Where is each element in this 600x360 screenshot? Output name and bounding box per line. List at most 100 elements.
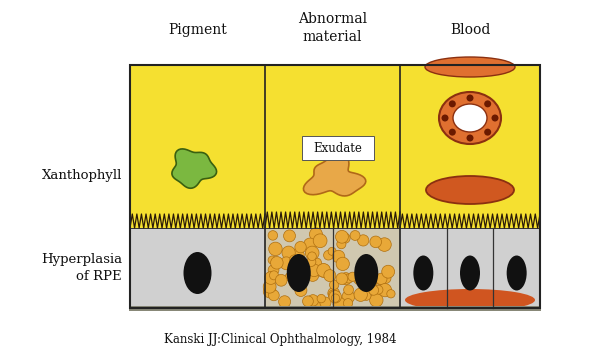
Circle shape <box>292 276 301 286</box>
Circle shape <box>368 285 379 295</box>
Circle shape <box>320 297 331 308</box>
Circle shape <box>324 270 336 282</box>
Circle shape <box>340 273 352 285</box>
Circle shape <box>280 257 293 270</box>
Circle shape <box>269 271 278 280</box>
Circle shape <box>317 264 330 277</box>
Circle shape <box>271 257 283 269</box>
Circle shape <box>358 235 369 246</box>
Polygon shape <box>304 154 366 196</box>
Circle shape <box>449 129 456 136</box>
Circle shape <box>331 294 340 302</box>
Circle shape <box>387 290 395 298</box>
Bar <box>130 228 265 308</box>
Circle shape <box>307 269 319 282</box>
Circle shape <box>275 274 287 286</box>
Ellipse shape <box>413 256 433 291</box>
Circle shape <box>282 246 295 259</box>
Circle shape <box>491 114 499 122</box>
Circle shape <box>374 285 383 294</box>
Circle shape <box>350 230 360 240</box>
Circle shape <box>337 240 346 249</box>
Circle shape <box>380 273 391 284</box>
Circle shape <box>328 290 338 300</box>
Circle shape <box>290 255 299 264</box>
Circle shape <box>484 100 491 107</box>
Circle shape <box>307 294 319 306</box>
Circle shape <box>376 276 385 285</box>
Text: Abnormal
material: Abnormal material <box>298 12 367 44</box>
Text: Blood: Blood <box>450 23 490 37</box>
Circle shape <box>289 278 298 287</box>
Circle shape <box>268 231 278 240</box>
Circle shape <box>335 230 349 243</box>
Text: Hyperplasia
of RPE: Hyperplasia of RPE <box>41 253 122 283</box>
Circle shape <box>265 271 277 284</box>
Circle shape <box>333 297 346 310</box>
Circle shape <box>353 271 367 285</box>
Circle shape <box>268 256 276 264</box>
Circle shape <box>442 114 449 122</box>
Text: Kanski JJ:Clinical Ophthalmology, 1984: Kanski JJ:Clinical Ophthalmology, 1984 <box>164 333 396 346</box>
Circle shape <box>312 258 322 267</box>
Circle shape <box>467 94 473 102</box>
Circle shape <box>308 264 320 276</box>
Circle shape <box>295 284 307 296</box>
FancyBboxPatch shape <box>302 136 373 160</box>
Circle shape <box>268 290 279 301</box>
Ellipse shape <box>506 256 527 291</box>
Circle shape <box>344 274 353 283</box>
Circle shape <box>263 280 276 293</box>
Circle shape <box>285 273 293 281</box>
Circle shape <box>336 257 349 270</box>
Circle shape <box>368 281 377 289</box>
Ellipse shape <box>453 104 487 132</box>
Circle shape <box>484 129 491 136</box>
Circle shape <box>317 294 325 303</box>
Circle shape <box>362 291 371 300</box>
Circle shape <box>263 285 276 298</box>
Circle shape <box>289 267 303 280</box>
Circle shape <box>328 287 340 299</box>
Bar <box>130 65 540 308</box>
Circle shape <box>291 248 304 262</box>
Circle shape <box>344 285 353 295</box>
Text: Exudate: Exudate <box>313 141 362 154</box>
Circle shape <box>348 272 357 281</box>
Circle shape <box>317 264 331 277</box>
Circle shape <box>467 135 473 141</box>
Circle shape <box>329 291 341 303</box>
Circle shape <box>382 265 395 278</box>
Polygon shape <box>172 149 217 188</box>
Circle shape <box>268 265 279 275</box>
Circle shape <box>336 273 347 284</box>
Ellipse shape <box>460 256 480 291</box>
Bar <box>265 228 400 308</box>
Circle shape <box>343 298 353 308</box>
Circle shape <box>340 233 350 243</box>
Ellipse shape <box>287 254 311 292</box>
Ellipse shape <box>439 92 501 144</box>
Circle shape <box>354 288 367 301</box>
Circle shape <box>304 238 316 251</box>
Circle shape <box>313 234 327 248</box>
Ellipse shape <box>426 176 514 204</box>
Circle shape <box>376 273 387 285</box>
Bar <box>400 228 540 308</box>
Circle shape <box>328 247 336 255</box>
Circle shape <box>305 246 319 260</box>
Circle shape <box>269 242 282 256</box>
Circle shape <box>382 268 391 277</box>
Text: Pigment: Pigment <box>168 23 227 37</box>
Circle shape <box>308 252 316 261</box>
Text: Xanthophyll: Xanthophyll <box>41 168 122 181</box>
Ellipse shape <box>425 57 515 77</box>
Circle shape <box>302 296 313 307</box>
Circle shape <box>329 280 339 289</box>
Circle shape <box>342 291 355 303</box>
Circle shape <box>377 238 391 251</box>
Bar <box>130 65 540 228</box>
Ellipse shape <box>354 254 378 292</box>
Circle shape <box>449 100 456 107</box>
Circle shape <box>323 250 333 260</box>
